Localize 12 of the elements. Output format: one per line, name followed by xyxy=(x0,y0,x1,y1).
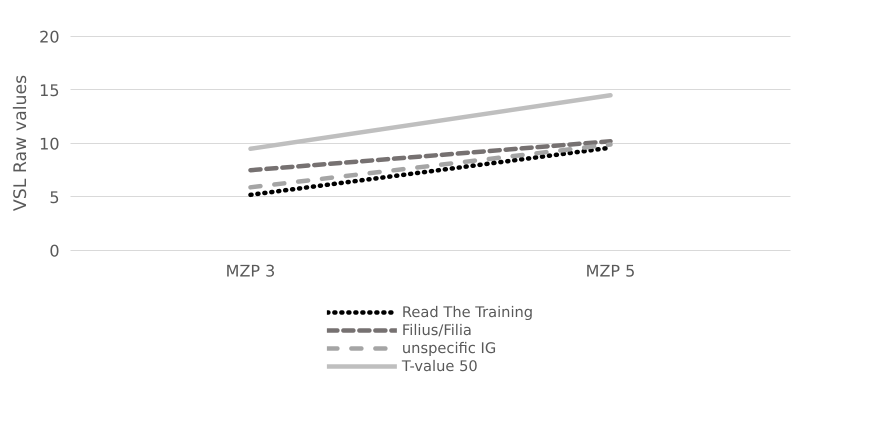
y-axis-title: VSL Raw values xyxy=(11,74,32,212)
legend-label: Filius/Filia xyxy=(402,321,472,339)
y-tick-label: 0 xyxy=(49,242,60,260)
legend-label: Read The Training xyxy=(402,303,534,321)
y-tick-label: 5 xyxy=(49,188,60,207)
y-tick-label: 20 xyxy=(39,27,60,46)
x-tick-label: MZP 3 xyxy=(226,262,276,280)
legend-label: unspecific IG xyxy=(402,339,496,357)
y-tick-label: 10 xyxy=(39,134,60,154)
legend-label: T-value 50 xyxy=(402,357,478,375)
x-tick-label: MZP 5 xyxy=(586,262,636,280)
y-tick-label: 15 xyxy=(39,80,60,100)
